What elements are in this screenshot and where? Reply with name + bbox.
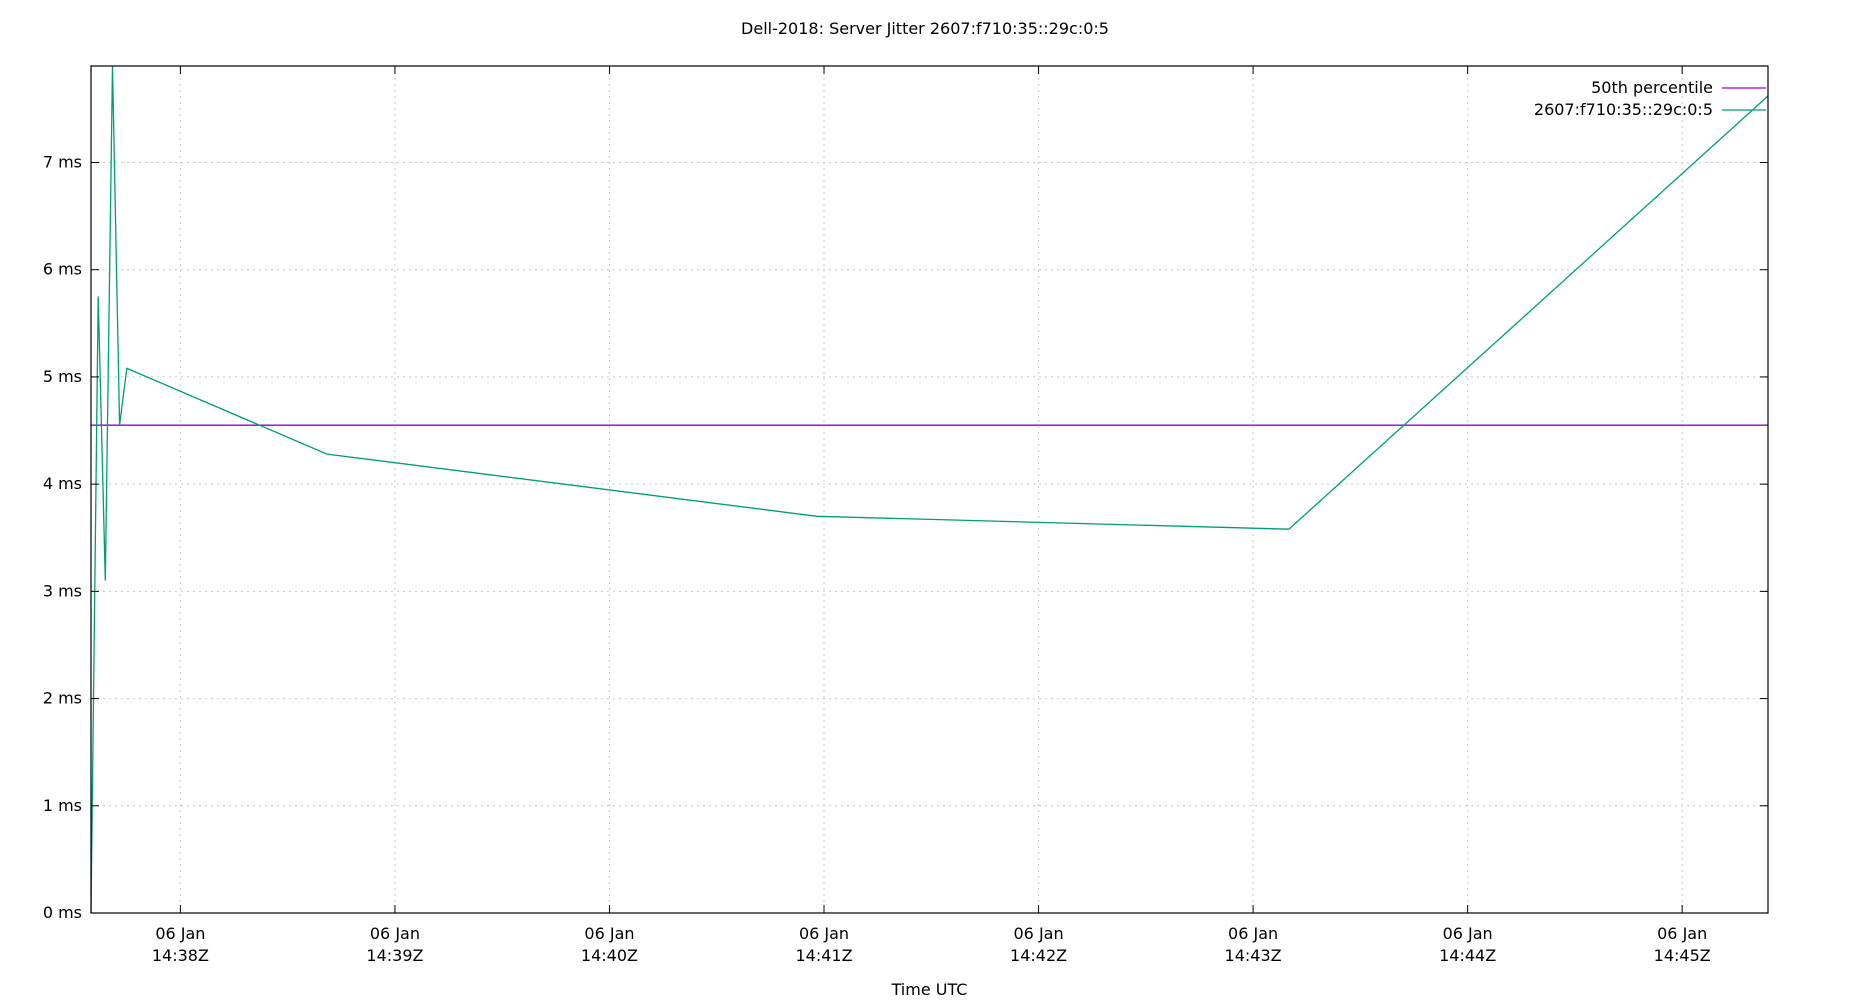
x-tick-label-date: 06 Jan xyxy=(155,924,205,943)
legend-label: 2607:f710:35::29c:0:5 xyxy=(1534,100,1713,119)
x-tick-label-time: 14:42Z xyxy=(1010,946,1067,965)
y-tick-label: 3 ms xyxy=(43,581,82,600)
x-tick-label-time: 14:40Z xyxy=(581,946,638,965)
x-axis-label: Time UTC xyxy=(891,980,968,999)
series-jitter-line xyxy=(90,65,1769,914)
x-tick-label-date: 06 Jan xyxy=(584,924,634,943)
x-tick-label-date: 06 Jan xyxy=(1443,924,1493,943)
x-tick-label-time: 14:39Z xyxy=(366,946,423,965)
x-tick-label-date: 06 Jan xyxy=(370,924,420,943)
grid-layer xyxy=(91,66,1768,913)
x-tick-label-date: 06 Jan xyxy=(1657,924,1707,943)
x-axis: 06 Jan 14:38Z 06 Jan 14:39Z 06 Jan 14:40Z 06 J… xyxy=(152,66,1711,965)
x-tick-label-time: 14:38Z xyxy=(152,946,209,965)
plot-frame xyxy=(90,65,1769,914)
y-tick-label: 5 ms xyxy=(43,367,82,386)
chart-title: Dell-2018: Server Jitter 2607:f710:35::2… xyxy=(741,19,1109,38)
x-tick-label-time: 14:44Z xyxy=(1439,946,1496,965)
y-tick-label: 0 ms xyxy=(43,903,82,922)
x-tick-label-date: 06 Jan xyxy=(799,924,849,943)
y-tick-label: 6 ms xyxy=(43,260,82,279)
series-layer xyxy=(90,65,1769,914)
x-tick-label-time: 14:43Z xyxy=(1225,946,1282,965)
y-tick-label: 1 ms xyxy=(43,796,82,815)
y-axis: 0 ms 1 ms 2 ms 3 ms 4 ms 5 ms 6 ms 7 ms xyxy=(43,152,1768,922)
x-tick-label-date: 06 Jan xyxy=(1014,924,1064,943)
y-tick-label: 4 ms xyxy=(43,474,82,493)
y-tick-label: 7 ms xyxy=(43,152,82,171)
legend-label: 50th percentile xyxy=(1591,78,1713,97)
x-tick-label-date: 06 Jan xyxy=(1228,924,1278,943)
y-tick-label: 2 ms xyxy=(43,689,82,708)
x-tick-label-time: 14:45Z xyxy=(1654,946,1711,965)
x-tick-label-time: 14:41Z xyxy=(795,946,852,965)
